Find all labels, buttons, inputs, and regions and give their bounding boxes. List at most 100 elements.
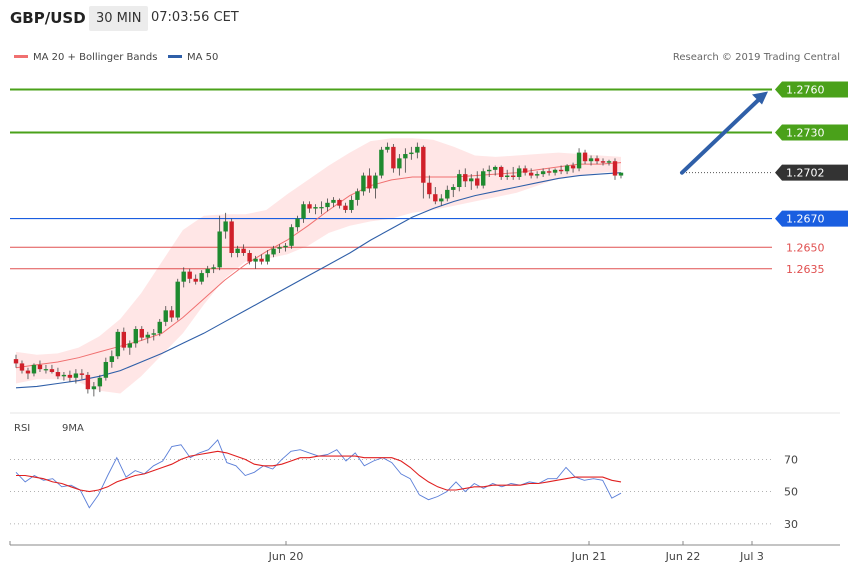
candle-body [193, 278, 198, 282]
candle [504, 169, 510, 180]
candle-body [151, 333, 156, 335]
rsi-tick-label: 50 [784, 486, 798, 499]
x-tick-label: Jun 20 [268, 550, 304, 563]
candle [271, 245, 276, 258]
candle [157, 318, 162, 337]
candle [61, 372, 67, 381]
candle [307, 201, 312, 213]
x-tick-label: Jun 22 [665, 550, 701, 563]
candle [510, 166, 516, 180]
candle [217, 215, 222, 271]
rsi-tick-label: 70 [784, 453, 798, 466]
candle-body [175, 281, 180, 318]
candle-body [31, 364, 37, 374]
candle [528, 168, 534, 179]
candle [558, 165, 564, 175]
candle [331, 197, 336, 208]
candle [85, 372, 91, 394]
candle-body [618, 172, 624, 176]
candle [475, 171, 480, 189]
candle [570, 162, 576, 173]
price-tag-label: 1.2635 [786, 263, 825, 276]
candle [349, 195, 354, 213]
candle [103, 357, 109, 381]
candle [13, 354, 19, 368]
candle [229, 218, 234, 258]
candle-body [576, 152, 582, 169]
candle-body [409, 152, 414, 155]
candle-body [301, 204, 306, 219]
candle-body [43, 369, 49, 371]
candle-body [187, 271, 192, 279]
forecast-arrow [680, 94, 764, 175]
legend-rsi: RSI [14, 423, 30, 434]
candle-body [528, 172, 534, 176]
candle [199, 270, 204, 285]
candle-body [439, 198, 444, 202]
candle-body [121, 331, 127, 348]
price-tag-label: 1.2670 [786, 213, 825, 226]
candle [564, 164, 570, 175]
candle [55, 367, 61, 380]
legend-ma20-label: MA 20 + Bollinger Bands [33, 52, 158, 63]
candle [37, 360, 43, 373]
candle [373, 172, 378, 199]
candle-body [97, 377, 103, 387]
candle [121, 327, 127, 351]
candle-body [403, 154, 408, 159]
candle-body [463, 174, 468, 182]
candle [361, 172, 366, 196]
candle-body [487, 169, 492, 172]
candle-body [91, 386, 97, 390]
candle-body [588, 158, 594, 162]
candle-body [546, 171, 552, 173]
candle-body [552, 169, 558, 173]
candle [181, 267, 186, 288]
candle-body [259, 258, 264, 262]
candle-body [522, 168, 528, 173]
forecast-arrow-head [752, 91, 768, 105]
candle-body [277, 247, 282, 249]
candle-body [25, 370, 31, 374]
candle-body [606, 161, 612, 163]
candle-body [307, 204, 312, 209]
candle-body [457, 174, 462, 188]
candle-body [19, 363, 25, 371]
candle [451, 184, 456, 198]
candle [169, 306, 174, 322]
candle [247, 250, 252, 265]
candle-body [235, 248, 240, 253]
candle [445, 185, 450, 202]
candle [301, 201, 306, 223]
price-tag-1-2635: 1.2635 [786, 263, 825, 276]
price-tag-bg [775, 164, 848, 181]
candle-body [37, 364, 43, 370]
candle [391, 144, 396, 173]
candle-body [534, 174, 540, 176]
legend-9ma-label: 9MA [62, 423, 84, 434]
candle-body [133, 328, 138, 344]
candle [187, 268, 192, 284]
candle [606, 159, 612, 166]
candle-body [211, 267, 216, 269]
candle-body [49, 369, 55, 373]
rsi-ma-line [16, 450, 622, 493]
candle-body [564, 165, 570, 172]
candle [337, 198, 342, 209]
candle-body [115, 331, 121, 357]
candle [91, 382, 97, 397]
candle-body [61, 374, 67, 377]
candle-body [247, 252, 252, 262]
symbol-title[interactable]: GBP/USD [10, 9, 86, 27]
candle-body [271, 248, 276, 255]
candle [31, 363, 37, 377]
price-tag-label: 1.2702 [786, 167, 825, 180]
candle-body [139, 328, 144, 338]
bollinger-band [16, 138, 621, 394]
timeframe-selector[interactable]: 30 MIN [89, 6, 149, 31]
candle [439, 194, 444, 206]
candle [67, 370, 73, 383]
candle [289, 224, 294, 249]
rsi-tick-label: 30 [784, 518, 798, 531]
